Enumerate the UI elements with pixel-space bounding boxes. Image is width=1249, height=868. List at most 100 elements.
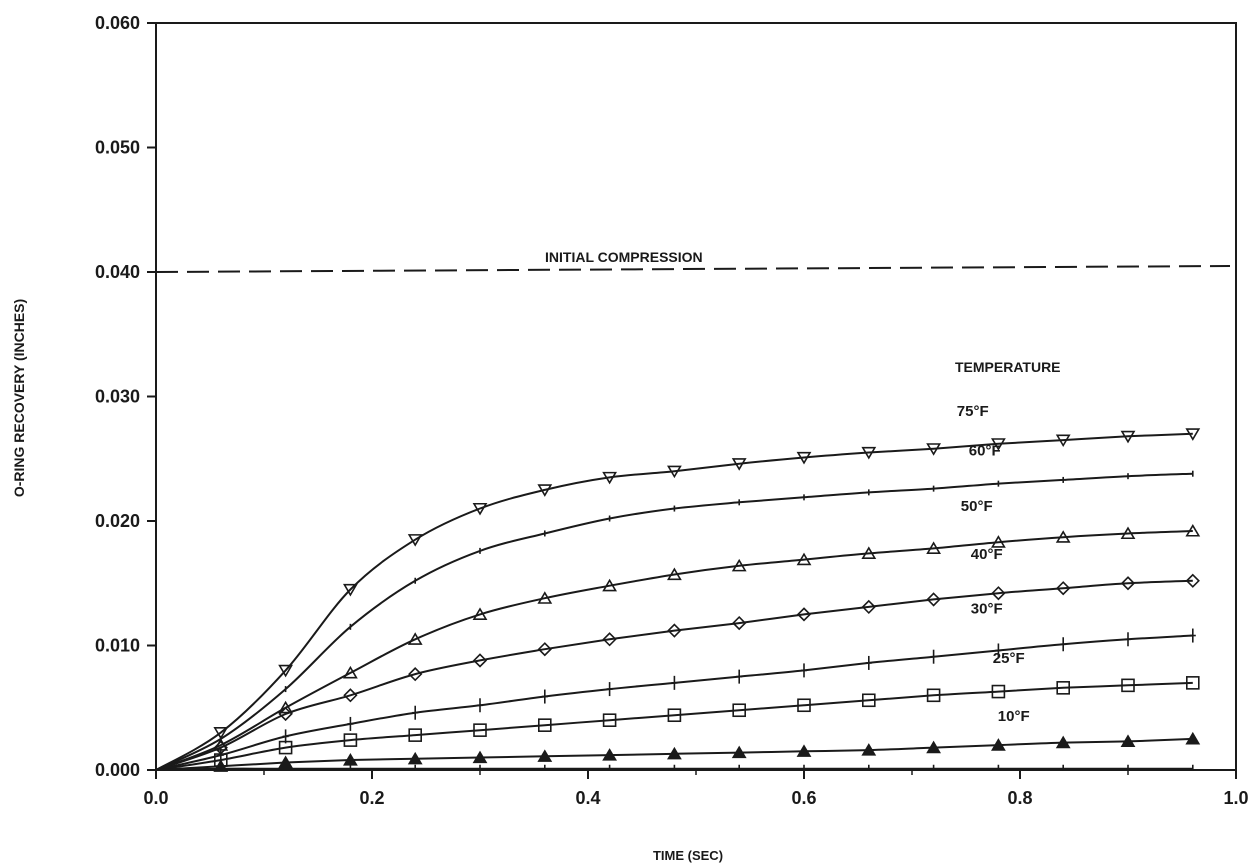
y-tick-label: 0.020	[95, 511, 140, 531]
marker-diamond	[732, 615, 747, 631]
labels-group: 75°F 60°F 50°F 40°F 30°F 25°F 10°F	[957, 403, 1030, 725]
marker-filled-triangle	[926, 740, 941, 754]
marker-triangle	[602, 578, 617, 592]
series-50F	[155, 523, 1201, 771]
series-label: 25°F	[993, 650, 1025, 667]
y-tick-label: 0.000	[95, 760, 140, 780]
series-line	[155, 681, 1193, 771]
marker-triangle-down	[537, 484, 553, 497]
marker-triangle-down	[278, 664, 293, 678]
series-10F	[155, 731, 1201, 772]
marker-filled-triangle	[796, 744, 812, 757]
marker-triangle	[278, 700, 293, 714]
marker-filled-triangle	[1185, 731, 1201, 745]
series-label: 50°F	[961, 498, 993, 515]
marker-triangle-down	[991, 438, 1006, 451]
marker-triangle	[407, 632, 423, 645]
marker-diamond	[926, 592, 941, 607]
marker-triangle-down	[926, 443, 941, 456]
marker-square	[861, 693, 876, 708]
marker-diamond	[796, 607, 812, 622]
marker-triangle-down	[602, 471, 617, 485]
x-tick-label: 0.8	[1007, 788, 1032, 808]
marker-triangle	[472, 607, 488, 620]
marker-square	[1056, 681, 1070, 695]
marker-filled-triangle	[861, 743, 877, 756]
marker-diamond	[1185, 573, 1200, 588]
reference-line-group	[155, 265, 1231, 273]
marker-triangle-down	[796, 451, 812, 465]
x-tick-label: 0.0	[143, 788, 168, 808]
x-tick-label: 0.6	[791, 788, 816, 808]
y-tick-label: 0.040	[95, 262, 140, 282]
marker-triangle-down	[407, 534, 423, 547]
marker-square	[408, 728, 423, 742]
marker-filled-triangle	[1120, 734, 1136, 747]
marker-square	[1186, 676, 1200, 690]
y-tick-label: 0.050	[95, 138, 140, 158]
marker-square	[343, 733, 358, 747]
marker-triangle	[731, 558, 747, 572]
marker-square	[667, 708, 682, 723]
marker-triangle	[926, 541, 941, 554]
y-axis-label: O-RING RECOVERY (INCHES)	[11, 299, 27, 497]
series-40F	[155, 573, 1200, 771]
marker-triangle-down	[213, 727, 229, 740]
series-baseline	[155, 764, 1194, 771]
ticks-group: 0.0 0.2 0.4 0.6 0.8 1.0 0.000 0.010 0.020 0.030 0.…	[95, 13, 1249, 808]
marker-diamond	[602, 632, 617, 647]
marker-filled-triangle	[731, 745, 747, 759]
marker-triangle	[1185, 523, 1201, 537]
marker-square	[797, 698, 811, 713]
marker-triangle-down	[343, 583, 358, 597]
series-label: 10°F	[998, 708, 1030, 725]
reference-line-label: INITIAL COMPRESSION	[545, 249, 703, 265]
marker-triangle-down	[731, 458, 747, 471]
marker-filled-triangle	[537, 749, 553, 762]
y-tick-label: 0.030	[95, 387, 140, 407]
marker-diamond	[667, 623, 682, 638]
marker-triangle	[861, 546, 877, 559]
marker-diamond	[278, 706, 293, 722]
marker-triangle	[991, 535, 1006, 548]
marker-square	[278, 740, 293, 755]
series-label: 30°F	[971, 601, 1003, 618]
initial-compression-line	[155, 265, 1231, 273]
marker-triangle	[537, 591, 553, 604]
marker-diamond	[1056, 581, 1071, 596]
marker-square	[473, 723, 487, 737]
marker-diamond	[991, 586, 1006, 601]
series-30F	[155, 628, 1196, 771]
marker-square	[732, 703, 747, 718]
marker-filled-triangle	[407, 751, 423, 765]
marker-diamond	[343, 688, 358, 703]
series-line	[155, 432, 1193, 771]
marker-triangle-down	[1055, 434, 1071, 448]
x-tick-label: 0.2	[359, 788, 384, 808]
series-line	[155, 530, 1193, 771]
y-tick-label: 0.060	[95, 13, 140, 33]
marker-triangle-down	[1120, 430, 1136, 444]
marker-diamond	[408, 667, 423, 682]
legend-title: TEMPERATURE	[955, 359, 1061, 375]
x-tick-label: 0.4	[575, 788, 600, 808]
marker-triangle	[343, 665, 358, 679]
x-axis-label: TIME (SEC)	[653, 848, 723, 863]
series-60F	[155, 470, 1194, 771]
marker-diamond	[1120, 576, 1136, 591]
series-label: 60°F	[969, 443, 1001, 460]
marker-filled-triangle	[472, 750, 488, 764]
series-label: 40°F	[971, 546, 1003, 563]
marker-filled-triangle	[1055, 735, 1071, 749]
marker-square	[991, 684, 1006, 699]
marker-triangle	[1120, 526, 1136, 540]
series-group	[155, 428, 1201, 772]
series-75F	[155, 428, 1201, 771]
marker-filled-triangle	[991, 738, 1006, 751]
marker-square	[1121, 678, 1135, 693]
series-line	[155, 579, 1193, 771]
marker-triangle	[1055, 530, 1071, 543]
series-line	[155, 472, 1193, 771]
series-25F	[155, 676, 1200, 771]
